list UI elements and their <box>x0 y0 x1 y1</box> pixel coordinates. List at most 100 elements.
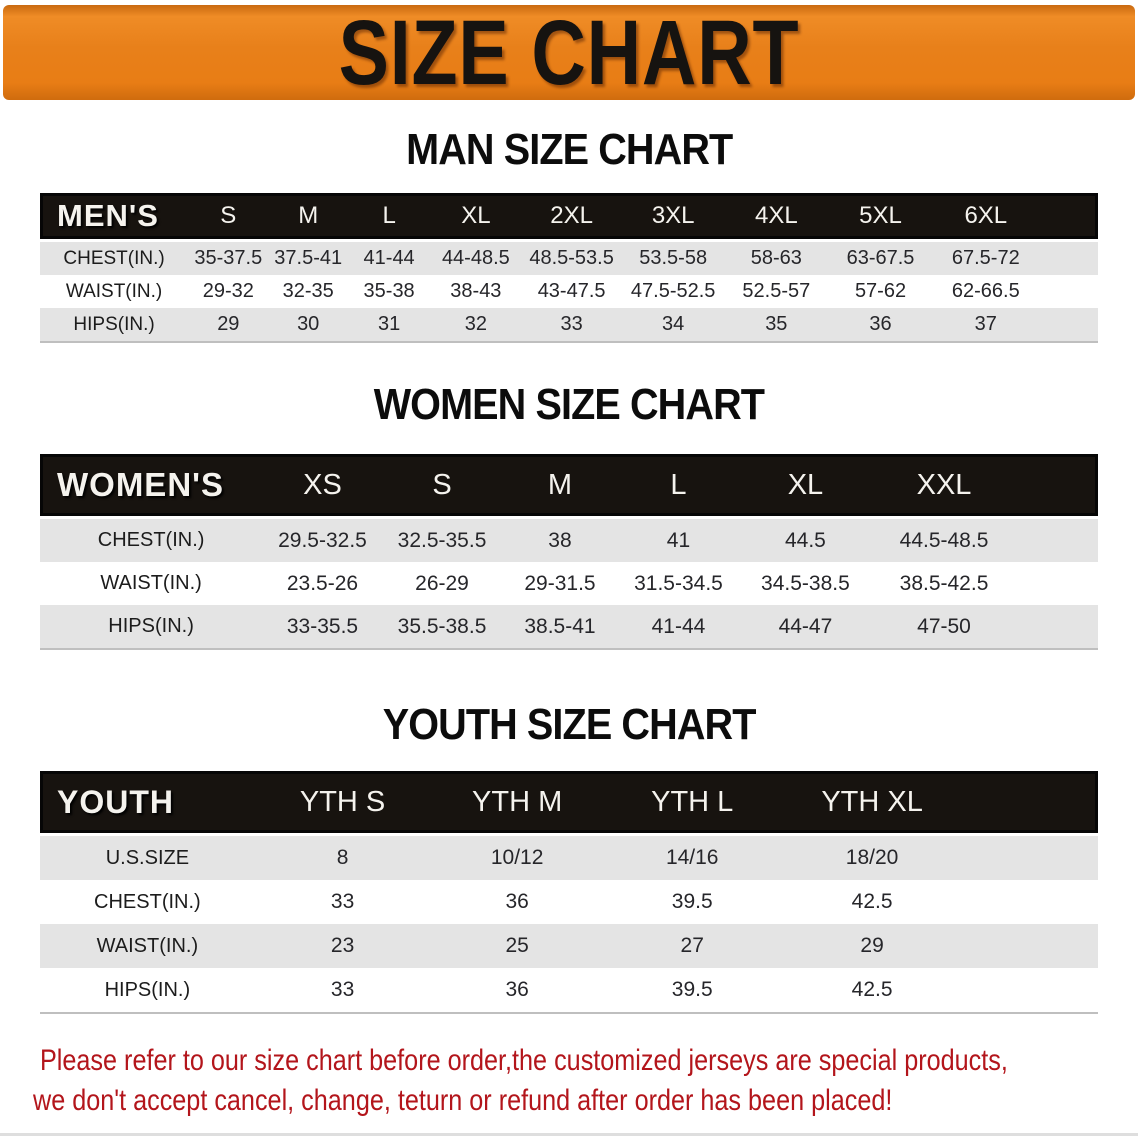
header-spacer <box>1038 193 1098 239</box>
value-cell: 57-62 <box>828 275 933 308</box>
table-row: WAIST(IN.) 29-32 32-35 35-38 38-43 43-47.5 47.… <box>40 275 1098 308</box>
row-label: HIPS(IN.) <box>40 605 263 648</box>
table-header-label: MEN'S <box>40 193 189 239</box>
table-row: CHEST(IN.) 33 36 39.5 42.5 <box>40 880 1098 924</box>
value-cell: 30 <box>268 308 348 341</box>
youth-section-heading: YOUTH SIZE CHART <box>0 703 1138 747</box>
table-row: HIPS(IN.) 33 36 39.5 42.5 <box>40 968 1098 1012</box>
table-row: WAIST(IN.) 23.5-26 26-29 29-31.5 31.5-34.5 34… <box>40 562 1098 605</box>
size-column-header: 2XL <box>521 193 622 239</box>
value-cell: 39.5 <box>603 880 781 924</box>
value-cell: 44.5-48.5 <box>872 516 1016 562</box>
value-cell: 18/20 <box>780 833 964 880</box>
size-column-header: XXL <box>872 454 1016 516</box>
value-cell: 27 <box>603 924 781 968</box>
value-cell: 38-43 <box>430 275 522 308</box>
value-cell: 34.5-38.5 <box>738 562 873 605</box>
value-cell: 32.5-35.5 <box>382 516 502 562</box>
value-cell: 33-35.5 <box>262 605 383 648</box>
value-cell: 67.5-72 <box>932 239 1039 275</box>
row-spacer <box>1038 308 1098 341</box>
value-cell: 41-44 <box>347 239 431 275</box>
size-column-header: 5XL <box>828 193 933 239</box>
size-column-header: XS <box>262 454 383 516</box>
size-column-header: XL <box>430 193 522 239</box>
value-cell: 23 <box>254 924 431 968</box>
women-section-heading: WOMEN SIZE CHART <box>0 383 1138 427</box>
value-cell: 62-66.5 <box>932 275 1039 308</box>
value-cell: 39.5 <box>603 968 781 1012</box>
size-chart-banner: SIZE CHART <box>3 5 1135 100</box>
value-cell: 14/16 <box>603 833 781 880</box>
value-cell: 29 <box>780 924 964 968</box>
value-cell: 23.5-26 <box>262 562 383 605</box>
size-column-header: XL <box>738 454 873 516</box>
value-cell: 44-48.5 <box>430 239 522 275</box>
youth-section-heading-text: YOUTH SIZE CHART <box>382 700 757 749</box>
size-column-header: S <box>188 193 269 239</box>
value-cell: 32-35 <box>268 275 348 308</box>
size-column-header: M <box>501 454 619 516</box>
value-cell: 35-38 <box>347 275 431 308</box>
value-cell: 29-32 <box>188 275 269 308</box>
women-size-table: WOMEN'S XS S M L XL XXL CHEST(IN.) 29.5-32.5 32.5… <box>40 454 1098 650</box>
size-column-header: 3XL <box>621 193 725 239</box>
value-cell: 26-29 <box>382 562 502 605</box>
row-spacer <box>1038 275 1098 308</box>
value-cell: 36 <box>430 968 604 1012</box>
value-cell: 37 <box>932 308 1039 341</box>
table-row: CHEST(IN.) 29.5-32.5 32.5-35.5 38 41 44.5 44.5… <box>40 516 1098 562</box>
value-cell: 35-37.5 <box>188 239 269 275</box>
value-cell: 32 <box>430 308 522 341</box>
size-column-header: M <box>268 193 348 239</box>
men-section-heading: MAN SIZE CHART <box>0 128 1138 172</box>
value-cell: 42.5 <box>780 968 964 1012</box>
table-row: HIPS(IN.) 29 30 31 32 33 34 35 36 37 <box>40 308 1098 341</box>
header-spacer <box>1015 454 1098 516</box>
value-cell: 8 <box>254 833 431 880</box>
value-cell: 35.5-38.5 <box>382 605 502 648</box>
row-label: WAIST(IN.) <box>40 275 189 308</box>
value-cell: 48.5-53.5 <box>521 239 622 275</box>
value-cell: 44-47 <box>738 605 873 648</box>
table-row: CHEST(IN.) 35-37.5 37.5-41 41-44 44-48.5 48.5… <box>40 239 1098 275</box>
row-label: WAIST(IN.) <box>40 562 263 605</box>
value-cell: 10/12 <box>430 833 604 880</box>
row-label: CHEST(IN.) <box>40 516 263 562</box>
size-column-header: 6XL <box>932 193 1039 239</box>
value-cell: 47-50 <box>872 605 1016 648</box>
banner-title: SIZE CHART <box>338 1 800 104</box>
size-column-header: YTH XL <box>780 771 964 833</box>
women-section-heading-text: WOMEN SIZE CHART <box>373 380 765 429</box>
value-cell: 63-67.5 <box>828 239 933 275</box>
value-cell: 52.5-57 <box>724 275 829 308</box>
value-cell: 41 <box>618 516 739 562</box>
value-cell: 33 <box>254 968 431 1012</box>
men-section-heading-text: MAN SIZE CHART <box>405 125 733 174</box>
disclaimer-note: Please refer to our size chart before or… <box>33 1041 1138 1121</box>
value-cell: 42.5 <box>780 880 964 924</box>
size-column-header: L <box>347 193 431 239</box>
value-cell: 41-44 <box>618 605 739 648</box>
value-cell: 31 <box>347 308 431 341</box>
value-cell: 38 <box>501 516 619 562</box>
value-cell: 44.5 <box>738 516 873 562</box>
value-cell: 38.5-41 <box>501 605 619 648</box>
size-column-header: YTH S <box>254 771 431 833</box>
value-cell: 33 <box>521 308 622 341</box>
value-cell: 36 <box>828 308 933 341</box>
table-header-label: WOMEN'S <box>40 454 263 516</box>
men-size-table: MEN'S S M L XL 2XL 3XL 4XL 5XL 6XL CHEST(IN.) 35-37… <box>40 193 1098 343</box>
table-row: U.S.SIZE 8 10/12 14/16 18/20 <box>40 833 1098 880</box>
size-column-header: YTH M <box>430 771 604 833</box>
row-label: U.S.SIZE <box>40 833 255 880</box>
size-column-header: YTH L <box>603 771 781 833</box>
row-label: CHEST(IN.) <box>40 880 255 924</box>
table-row: WAIST(IN.) 23 25 27 29 <box>40 924 1098 968</box>
value-cell: 33 <box>254 880 431 924</box>
row-spacer <box>1038 239 1098 275</box>
value-cell: 34 <box>621 308 725 341</box>
header-spacer <box>963 771 1098 833</box>
table-row: HIPS(IN.) 33-35.5 35.5-38.5 38.5-41 41-44 44-… <box>40 605 1098 648</box>
value-cell: 29.5-32.5 <box>262 516 383 562</box>
